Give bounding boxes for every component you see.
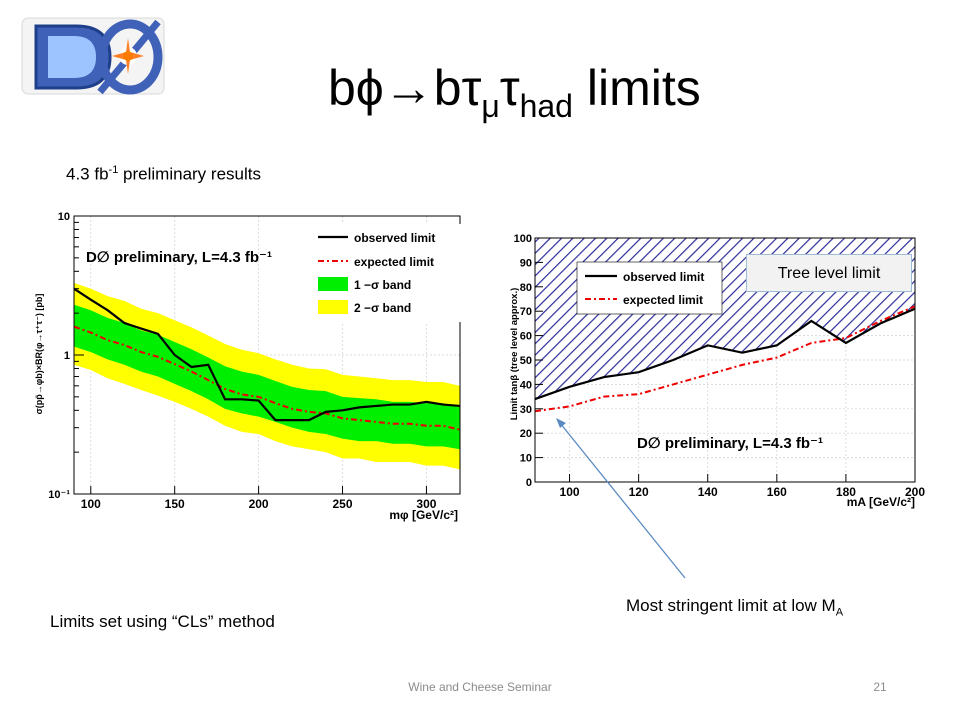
left-annotation: D∅ preliminary, L=4.3 fb⁻¹ [86,249,272,266]
luminosity-note: 4.3 fb-1 preliminary results [66,164,261,185]
right-legend-expected: expected limit [623,293,703,307]
right-legend-observed: observed limit [623,270,704,284]
page-number: 21 [873,680,887,694]
x-tick-label: 120 [629,485,649,499]
y-tick-label: 80 [520,282,532,294]
lumi-pre: 4.3 fb [66,164,109,184]
title-main: bϕ→bτ [328,60,482,116]
stringent-pre: Most stringent limit at low M [626,596,836,615]
x-tick-label: 200 [905,485,925,499]
y-tick-label: 70 [520,306,532,318]
right-legend: observed limit expected limit [576,261,723,315]
x-tick-label: 180 [836,485,856,499]
x-tick-label: 200 [249,497,269,511]
x-tick-label: 100 [81,497,101,511]
expected-limit-line [534,305,916,413]
right-annotation: D∅ preliminary, L=4.3 fb⁻¹ [637,435,823,452]
observed-limit-line [73,287,461,422]
stringent-sub: A [835,606,844,619]
y-tick-label: 60 [520,331,532,343]
cross-section-chart: 100 150 200 250 300 10⁻¹ 1 10 D∅ preliminary, L… [28,206,476,524]
y-tick-label: 90 [520,257,532,269]
left-x-axis-label: mφ [GeV/c²] [389,508,458,522]
lumi-sup: -1 [108,164,119,176]
stringent-limit-note: Most stringent limit at low MA [626,596,843,618]
y-tick-label: 50 [520,355,532,367]
title-end: limits [572,60,701,116]
right-y-axis-label: Limit tanβ (tree level approx.) [509,288,520,421]
legend-observed: observed limit [354,231,435,245]
lumi-post: preliminary results [118,164,261,184]
x-tick-label: 300 [416,497,436,511]
x-tick-label: 100 [560,485,580,499]
x-tick-label: 160 [767,485,787,499]
y-tick-label: 0 [526,477,532,489]
y-tick-label: 10⁻¹ [48,489,70,501]
y-tick-label: 100 [514,233,532,245]
slide-title: bϕ→bτμτhad limits [328,58,701,122]
expected-limit-line [73,325,461,431]
legend-expected: expected limit [354,255,434,269]
y-tick-label: 30 [520,404,532,416]
tree-level-label: Tree level limit [746,254,912,292]
y-tick-label: 1 [64,350,70,362]
one-sigma-band [74,304,460,450]
left-legend: observed limit expected limit 1 −σ band … [312,224,462,322]
observed-limit-line [534,307,916,401]
title-tau: τ [499,60,520,116]
right-x-axis-label: mA [GeV/c²] [847,495,915,509]
d0-logo [21,17,165,95]
legend-1sigma: 1 −σ band [354,278,411,292]
x-tick-label: 140 [698,485,718,499]
footer-label: Wine and Cheese Seminar [408,680,552,694]
y-tick-label: 10 [58,211,70,223]
left-y-axis-label: σ(pp̄→φb)×BR(φ→τ⁺τ⁻) [pb] [34,294,44,415]
x-tick-label: 150 [165,497,185,511]
y-tick-label: 40 [520,379,532,391]
y-tick-label: 10 [520,453,532,465]
title-sub-had: had [519,88,573,124]
y-tick-label: 20 [520,428,532,440]
title-sub-mu: μ [481,88,500,124]
x-tick-label: 250 [333,497,353,511]
legend-2sigma: 2 −σ band [354,301,411,315]
cls-method-note: Limits set using “CLs” method [50,612,275,631]
